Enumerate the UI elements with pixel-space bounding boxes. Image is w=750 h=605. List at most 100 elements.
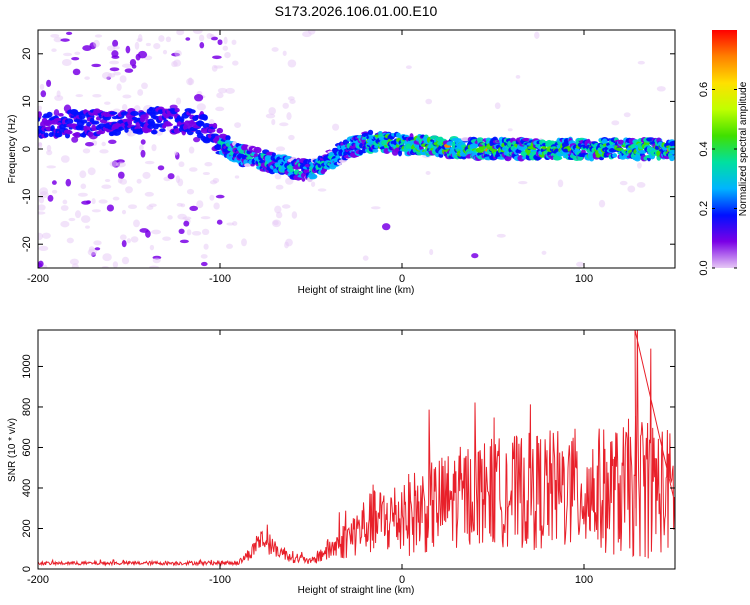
spectrogram-cell [58, 112, 64, 117]
spectrogram-cell [113, 71, 121, 76]
spectrogram-cell [136, 178, 142, 184]
spectrogram-cell [183, 220, 190, 227]
spectrogram-cell [94, 34, 103, 38]
spectrogram-cell [158, 35, 165, 42]
spectrogram-cell [209, 180, 218, 185]
spectrogram-cell [65, 130, 73, 135]
spectrogram-cell [38, 232, 44, 241]
x-tick-label: 100 [575, 574, 593, 586]
spectrogram-cell [287, 59, 297, 68]
spectrogram-cell [151, 229, 162, 235]
y-tick-label: 0 [21, 146, 33, 152]
x-tick-label: 0 [399, 574, 405, 586]
spectrogram-cell [152, 257, 161, 264]
spectrogram-cell [104, 178, 111, 183]
spectrogram-cell [175, 97, 182, 105]
spectrogram-cell [109, 67, 120, 72]
spectrogram-cell [77, 192, 88, 197]
y-tick-label: 600 [21, 438, 33, 456]
spectrogram-cell [194, 93, 204, 102]
spectrogram-cell [116, 83, 122, 91]
spectrogram-cell [40, 90, 47, 98]
spectrogram-cell [80, 215, 91, 223]
spectrogram-cell [121, 256, 130, 265]
spectrogram-cell [634, 155, 641, 162]
spectrogram-cell [136, 38, 143, 42]
spectrogram-marks [38, 30, 675, 268]
spectrogram-cell [80, 119, 88, 124]
spectrogram-cell [145, 42, 152, 47]
spectrogram-cell [133, 219, 140, 228]
spectrogram-cell [265, 113, 276, 119]
spectrogram-cell [177, 213, 187, 220]
spectrogram-cell [121, 240, 127, 248]
spectrogram-cell [461, 137, 470, 142]
spectrogram-cell [669, 154, 675, 162]
spectrogram-cell [202, 114, 208, 121]
spectrogram-cell [281, 204, 291, 209]
spectrogram-cell [234, 175, 240, 179]
spectrogram-cell [623, 112, 631, 118]
y-tick-label: 800 [21, 398, 33, 416]
spectrogram-cell [71, 57, 80, 61]
spectrogram-cell [119, 234, 127, 241]
spectrogram-cell [189, 205, 199, 212]
spectrogram-cell [47, 194, 54, 202]
spectrogram-cell [234, 122, 242, 128]
x-tick-label: -100 [209, 273, 231, 285]
spectrogram-cell [71, 263, 79, 268]
spectrogram-cell [271, 119, 276, 126]
spectrogram-cell [74, 210, 82, 219]
spectrogram-cell [494, 102, 501, 110]
spectrogram-cell [518, 180, 528, 185]
colorbar-label: Normalized spectral amplitude [738, 81, 749, 216]
spectrogram-cell [669, 150, 675, 155]
spectrogram-cell [215, 194, 225, 199]
spectrogram-cell [140, 149, 146, 158]
spectrogram-cell [425, 171, 431, 175]
spectrogram-cell [125, 186, 133, 194]
spectrogram-cell [66, 237, 74, 244]
y-tick-label: -10 [21, 189, 33, 205]
spectrogram-cell [185, 37, 191, 41]
spectrogram-cell [159, 128, 166, 133]
spectrogram-cell [405, 65, 412, 70]
spectrogram-cell [216, 219, 223, 225]
spectrogram-cell [109, 111, 118, 115]
spectrogram-cell [87, 248, 97, 256]
spectrogram-cell [534, 31, 540, 39]
spectrogram-cell [302, 31, 312, 38]
spectrogram-cell [225, 87, 235, 94]
spectrogram-cell [145, 229, 151, 238]
spectrogram-cell [144, 191, 154, 197]
spectrogram-cell [121, 63, 132, 68]
spectrogram-cell [476, 137, 484, 143]
spectrogram-cell [101, 141, 106, 147]
spectrogram-cell [542, 145, 547, 150]
x-tick-label: 100 [575, 273, 593, 285]
spectrogram-cell [151, 144, 157, 152]
spectrogram-cell [38, 204, 46, 211]
y-tick-label: 400 [21, 479, 33, 497]
spectrogram-cell [106, 204, 115, 212]
spectrogram-cell [271, 152, 276, 157]
spectrogram-y-label: Frequency (Hz) [7, 115, 18, 184]
y-tick-label: -20 [21, 236, 33, 252]
spectrogram-cell [179, 239, 189, 244]
spectrogram-cell [121, 209, 127, 215]
spectrogram-cell [84, 76, 90, 80]
spectrogram-cell [83, 125, 91, 132]
spectrogram-cell [168, 116, 174, 120]
spectrogram-cell [213, 202, 220, 210]
spectrogram-cell [637, 60, 645, 65]
spectrogram-cell [82, 45, 92, 52]
spectrogram-cell [188, 109, 196, 114]
spectrogram-cell [200, 254, 208, 259]
spectrogram-cell [130, 110, 140, 117]
spectrogram-cell [157, 165, 165, 171]
spectrogram-cell [342, 139, 350, 146]
spectrogram-cell [142, 171, 151, 179]
spectrogram-cell [60, 220, 70, 228]
